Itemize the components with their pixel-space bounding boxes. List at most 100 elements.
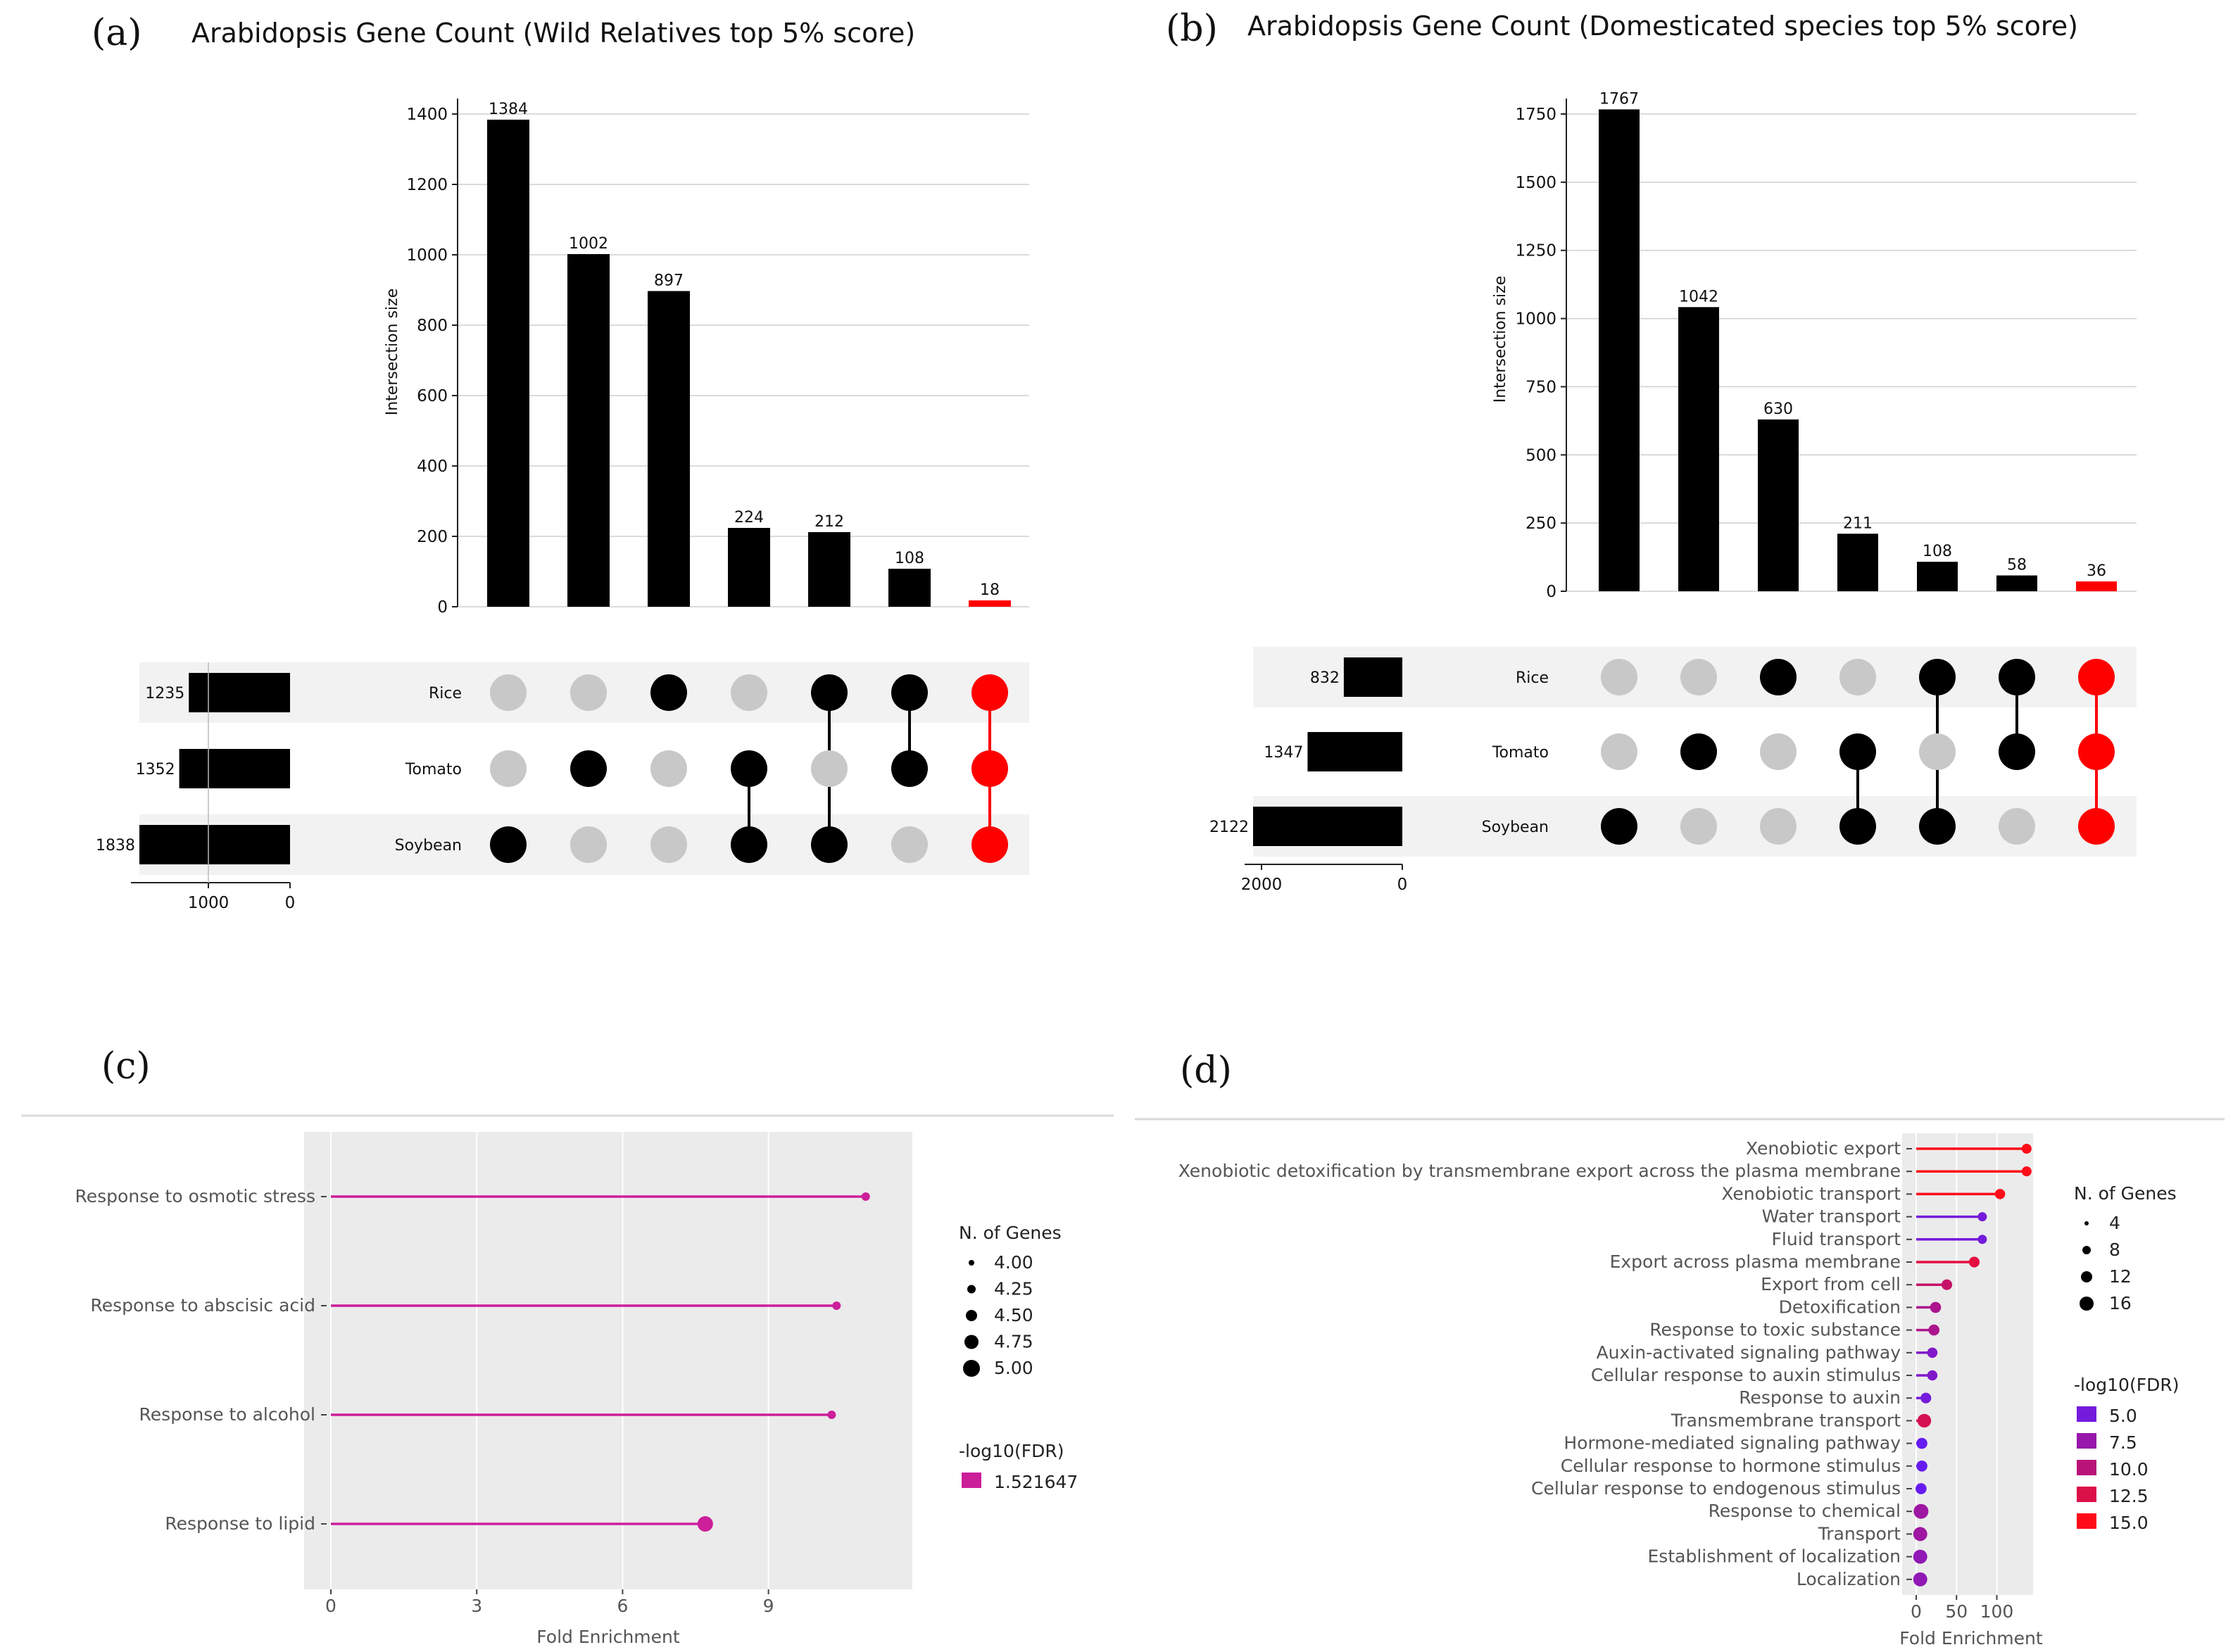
panel-a-matrix-dot-3-0 [731,674,767,711]
panel-a-bar-0 [487,120,529,607]
panel-d-label: (d) [1180,1049,1232,1092]
panel-b-set-size-bars: 832 Rice 1347 Tomato 2122 Soybean 2000 0 [1209,657,1549,894]
panel-d-x-ticks: 0 50 100 [1911,1595,2013,1622]
panel-d-legend-size-dot-3 [2080,1297,2094,1311]
panel-a-matrix-dot-5-2 [891,826,928,863]
panel-d-xlabel: Fold Enrichment [1899,1628,2043,1648]
panel-b-matrix-dot-1-1 [1680,733,1717,770]
panel-c-legend-size-dot-4 [963,1360,980,1377]
panel-d-dot-12 [1917,1413,1932,1428]
panel-a-ytick-label: 600 [417,387,448,405]
panel-a-label: (a) [92,12,142,54]
panel-c-legend-color-swatch-0 [962,1473,981,1488]
panel-c-legend-size-dot-2 [966,1310,977,1321]
panel-d-term-label-8: Response to toxic substance [1649,1320,1901,1340]
panel-c-term-label-0: Response to osmotic stress [75,1186,315,1206]
panel-a-matrix-dot-2-2 [650,826,687,863]
panel-a-matrix-dot-5-1 [891,750,928,787]
panel-a-bar-value-5: 108 [895,550,924,567]
panel-a-matrix-dot-4-1 [811,750,848,787]
panel-d-legend-color-label-0: 5.0 [2109,1406,2137,1426]
panel-d-legend-color-label-4: 15.0 [2109,1513,2149,1533]
panel-b-set-size-label-0: 832 [1310,669,1340,687]
panel-d-legend-size-title: N. of Genes [2074,1183,2177,1204]
panel-d-dot-13 [1916,1437,1927,1449]
panel-a-upset-plot: (a) Arabidopsis Gene Count (Wild Relativ… [92,12,1029,912]
panel-a-ytick-label: 0 [437,598,448,617]
panel-c-legend-size-label-0: 4.00 [994,1252,1033,1273]
panel-d-legend-size-dot-0 [2084,1221,2089,1225]
panel-a-matrix-dot-1-2 [570,826,607,863]
panel-a-bar-value-3: 224 [734,509,764,527]
panel-a-set-bar-0 [189,673,290,712]
panel-c-xtick-label: 6 [617,1596,628,1616]
panel-d-legend-color-label-2: 10.0 [2109,1459,2149,1480]
panel-b-bar-value-0: 1767 [1599,90,1639,108]
panel-a-matrix-dot-6-2 [971,826,1008,863]
panel-b-matrix-dot-2-0 [1760,659,1797,695]
panel-c-xlabel: Fold Enrichment [536,1627,680,1647]
panel-d-term-label-13: Hormone-mediated signaling pathway [1564,1433,1901,1454]
panel-d-xtick-label: 0 [1911,1601,1922,1622]
panel-c-legend-size-title: N. of Genes [959,1223,1062,1243]
panel-d-term-label-4: Fluid transport [1772,1229,1901,1249]
panel-b-ytick-label: 1500 [1515,174,1556,192]
panel-b-ytick-label: 1750 [1515,106,1556,124]
panel-a-set-bar-2 [139,825,290,864]
panel-a-ytick-label: 200 [417,528,448,546]
panel-d-term-label-7: Detoxification [1779,1297,1901,1317]
panel-b-bar-2 [1758,419,1799,591]
panel-d-term-label-14: Cellular response to hormone stimulus [1561,1456,1901,1476]
panel-b-matrix-dot-5-0 [1999,659,2035,695]
panel-b-bar-value-5: 58 [2007,557,2027,574]
panel-b-ytick-label: 500 [1526,446,1556,465]
panel-d-dot-17 [1913,1527,1927,1541]
panel-d-legend-size-label-1: 8 [2109,1240,2120,1260]
panel-a-bar-2 [648,291,690,607]
panel-b-set-size-label-2: 2122 [1209,819,1249,836]
panel-b-set-size-tick-label: 0 [1397,876,1408,894]
panel-b-matrix-dot-3-2 [1839,808,1876,845]
panel-b-title: Arabidopsis Gene Count (Domesticated spe… [1247,11,2078,42]
panel-d-dot-16 [1913,1503,1929,1519]
panel-b-matrix-dot-4-2 [1919,808,1956,845]
panel-b-bar-value-4: 108 [1923,543,1952,560]
panel-b-set-name-2: Soybean [1482,819,1549,836]
panel-b-bar-5 [1996,575,2037,591]
panel-b-matrix-dot-1-0 [1680,659,1717,695]
panel-d-term-label-19: Localization [1797,1569,1901,1589]
panel-c-lollipops: Response to osmotic stress Response to ab… [75,1186,870,1534]
panel-b-label: (b) [1166,8,1218,50]
panel-b-ytick-label: 250 [1526,515,1556,533]
panel-d-legend-color-swatch-2 [2077,1460,2096,1475]
panel-a-matrix-dot-0-1 [490,750,527,787]
panel-b-set-name-1: Tomato [1492,744,1549,762]
panel-a-set-size-bars: 1235 Rice 1352 Tomato 1838 Soybean 1000 0 [96,662,462,912]
panel-b-set-bar-0 [1343,657,1402,697]
panel-d-term-label-12: Transmembrane transport [1671,1410,1901,1430]
panel-d-xtick-label: 50 [1945,1601,1968,1622]
panel-d-term-label-9: Auxin-activated signaling pathway [1597,1342,1901,1363]
panel-c-legend-size-dot-0 [969,1260,974,1266]
panel-a-bars: 1384 1002 897 224 212 108 18 [487,101,1011,607]
panel-b-bar-1 [1678,307,1719,591]
panel-b-ytick-label: 1000 [1515,310,1556,329]
panel-d-legend-color-swatch-0 [2077,1406,2096,1422]
panel-c-legend-size-label-2: 4.50 [994,1305,1033,1325]
panel-d-dot-18 [1913,1549,1927,1564]
panel-b-matrix [1601,659,2115,845]
panel-b-bar-value-3: 211 [1843,515,1873,532]
panel-b-ylabel: Intersection size [1492,276,1509,403]
panel-c-legend-size-dot-1 [967,1285,976,1294]
panel-d-term-label-5: Export across plasma membrane [1610,1251,1901,1272]
panel-d-dot-11 [1920,1392,1932,1404]
panel-d-legend-size-label-0: 4 [2109,1213,2120,1233]
panel-c-legend-size-label-1: 4.25 [994,1279,1033,1299]
panel-b-matrix-dot-1-2 [1680,808,1717,845]
panel-b-matrix-dot-0-0 [1601,659,1637,695]
panel-a-ytick-label: 1000 [406,246,448,265]
panel-a-ytick-label: 1400 [406,106,448,124]
panel-a-set-bar-1 [179,749,290,788]
panel-a-bar-value-6: 18 [980,581,1000,599]
